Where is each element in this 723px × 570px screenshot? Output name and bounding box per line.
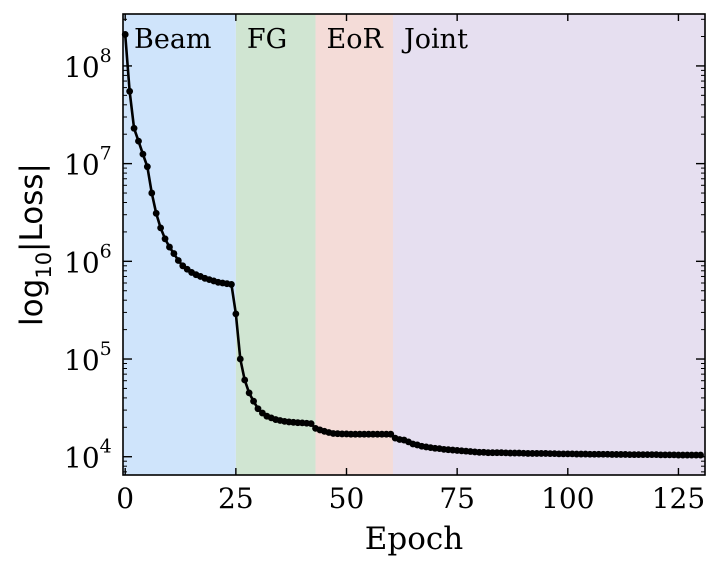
data-point [254,405,262,413]
x-axis-label: Epoch [365,521,463,557]
data-point [139,150,147,158]
phase-label-beam: Beam [134,24,212,55]
x-tick-labels: 0 25 50 75 100 125 [116,482,705,515]
data-point [387,430,395,438]
data-point [148,189,156,197]
y-tick-base: 10 [64,344,100,377]
plot-frame [122,13,706,476]
y-tick-base: 10 [64,149,100,182]
data-point [697,451,704,459]
data-point [161,235,169,243]
phase-label-fg: FG [247,24,287,55]
y-axis-label-sub: 10 [32,252,56,279]
data-point [228,281,235,288]
y-tick-exponent: 7 [100,143,112,165]
data-point [174,257,182,264]
y-tick-base: 10 [64,246,100,279]
y-axis-label-pre: log [14,279,50,326]
phase-band-fg [235,14,316,475]
data-point [170,250,178,257]
series-layer [121,31,704,459]
x-tick-label: 100 [541,482,594,515]
data-point [157,224,165,232]
y-tick-base: 10 [64,442,100,475]
y-tick-exponent: 4 [100,436,112,458]
y-tick-label: 104 [64,436,112,475]
phase-band-eor [315,14,393,475]
data-point [152,209,160,217]
y-tick-exponent: 8 [100,45,112,67]
y-axis-label: log10|Loss| [14,163,56,326]
y-tick-label: 106 [64,240,112,279]
phase-labels: Beam FG EoR Joint [134,24,468,55]
data-point [135,137,142,145]
y-tick-base: 10 [64,51,100,84]
x-tick-label: 125 [652,482,705,515]
phase-band-joint [392,14,705,475]
x-tick-label: 25 [218,482,254,515]
data-point [130,124,138,132]
x-tick-label: 50 [329,482,365,515]
x-tick-label: 0 [116,482,134,515]
phase-label-eor: EoR [327,24,384,55]
data-point [236,355,244,363]
data-point [250,397,257,405]
x-tick-label: 75 [439,482,475,515]
phase-band-beam [123,14,236,475]
data-point [126,87,134,95]
phase-bands [123,14,705,475]
data-point [143,163,151,171]
y-tick-exponent: 5 [100,338,112,360]
data-point [166,243,173,251]
data-point [245,389,253,397]
data-point [241,376,249,384]
phase-label-joint: Joint [401,24,468,55]
y-tick-exponent: 6 [100,240,112,262]
y-tick-label: 108 [64,45,112,84]
y-tick-label: 107 [64,143,112,182]
data-point [307,420,315,428]
y-tick-label: 105 [64,338,112,377]
data-point [232,310,240,318]
y-axis-label-post: |Loss| [14,163,50,252]
